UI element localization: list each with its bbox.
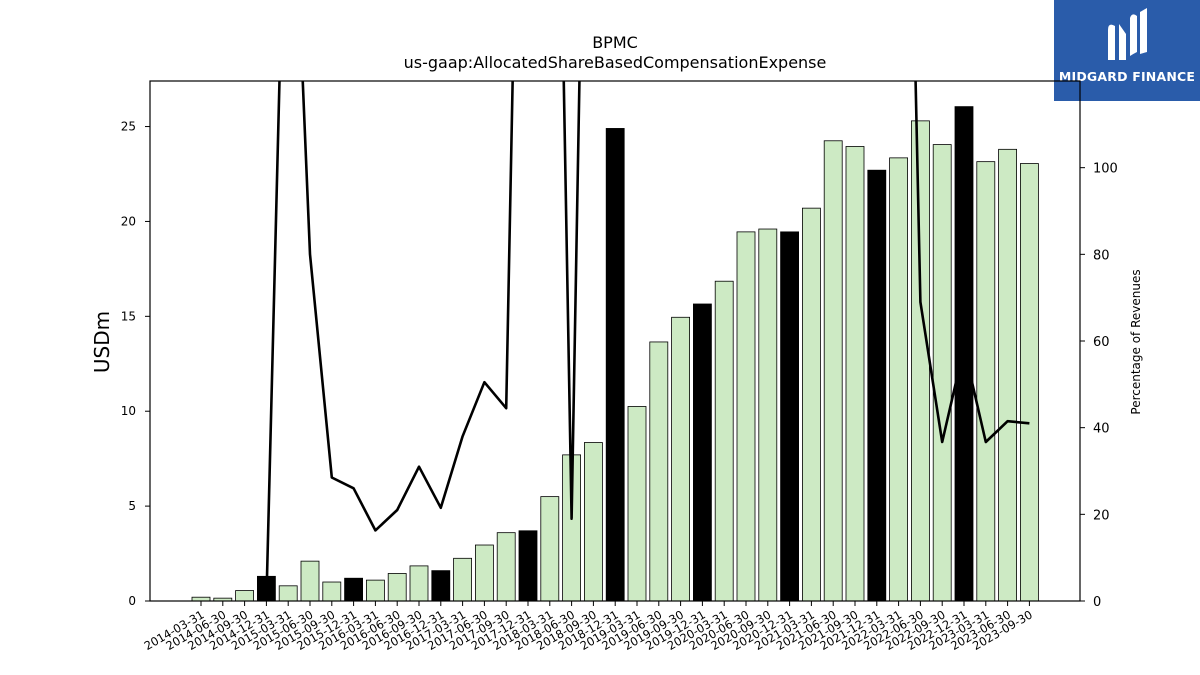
- bar-2016-03-31: [365, 579, 385, 602]
- bar-2022-09-30: [932, 144, 952, 602]
- bar-2015-09-30: [322, 581, 342, 602]
- bar-2021-03-31: [802, 207, 821, 602]
- bar-2016-12-31: [431, 570, 451, 602]
- chart-title: BPMC: [592, 33, 638, 52]
- y-tick-label: 15: [121, 309, 136, 323]
- bar-2022-06-30: [911, 120, 930, 602]
- bar-2020-09-30: [758, 228, 778, 602]
- y-tick-label: 20: [121, 214, 136, 228]
- bar-2018-12-31: [605, 128, 625, 602]
- bar-2018-09-30: [584, 442, 603, 602]
- y2-tick-label: 60: [1093, 335, 1110, 350]
- bar-2023-06-30: [998, 148, 1017, 602]
- bar-2016-06-30: [387, 573, 407, 602]
- chart-subtitle: us-gaap:AllocatedShareBasedCompensationE…: [404, 53, 827, 72]
- bar-2018-03-31: [540, 496, 560, 602]
- bar-2022-12-31: [954, 106, 974, 602]
- y2-tick-label: 80: [1093, 248, 1110, 263]
- logo-text: MIDGARD FINANCE: [1058, 69, 1196, 84]
- bar-2019-12-31: [693, 303, 712, 602]
- bars-group: [191, 106, 1039, 602]
- bar-2017-09-30: [496, 532, 516, 602]
- midgard-logo-icon: [1108, 8, 1147, 61]
- bar-2021-09-30: [845, 146, 865, 602]
- y-tick-label: 25: [121, 120, 136, 134]
- bar-2016-09-30: [409, 565, 429, 602]
- bar-2020-12-31: [780, 231, 799, 602]
- bar-2017-03-31: [453, 557, 473, 602]
- y-axis-label: USDm: [90, 311, 114, 373]
- bar-2017-06-30: [474, 544, 494, 602]
- bar-2015-06-30: [300, 560, 320, 602]
- bar-2020-06-30: [736, 231, 756, 602]
- y2-tick-label: 20: [1093, 508, 1110, 523]
- midgard-finance-logo: MIDGARD FINANCE: [1054, 0, 1200, 101]
- bar-2021-06-30: [823, 140, 843, 602]
- bar-2023-03-31: [976, 161, 996, 602]
- y2-axis-label: Percentage of Revenues: [1129, 269, 1143, 414]
- bar-2019-09-30: [671, 316, 690, 602]
- bar-2020-03-31: [714, 280, 734, 602]
- bar-2014-09-30: [235, 590, 255, 602]
- y-tick-label: 0: [128, 594, 136, 608]
- bar-2019-06-30: [649, 341, 669, 602]
- percentage-line: [265, 81, 1030, 601]
- line-group: [265, 81, 1030, 601]
- bar-2021-12-31: [867, 169, 887, 602]
- y-tick-label: 10: [121, 404, 136, 418]
- bar-2017-12-31: [518, 530, 538, 602]
- y2-tick-label: 40: [1093, 422, 1110, 437]
- y2-tick-label: 100: [1093, 162, 1118, 177]
- y-tick-label: 5: [128, 499, 136, 513]
- axes-group: 05101520250204060801002014-03-312014-06-…: [121, 80, 1118, 653]
- bar-2023-09-30: [1020, 163, 1039, 602]
- y2-tick-label: 0: [1093, 595, 1101, 610]
- bar-2019-03-31: [627, 406, 647, 602]
- bar-2022-03-31: [889, 157, 908, 602]
- bar-2015-03-31: [278, 585, 298, 602]
- bar-2015-12-31: [344, 577, 364, 602]
